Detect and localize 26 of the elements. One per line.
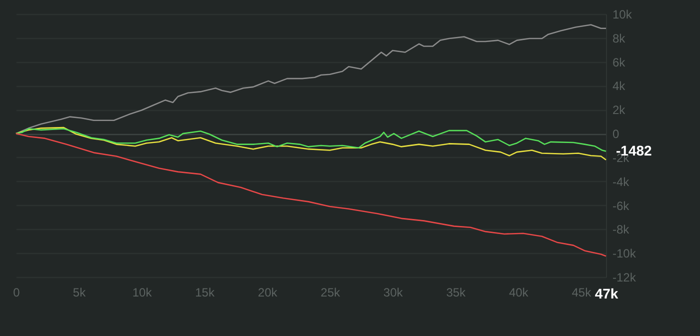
x-tick-label: 47k [594,286,618,302]
x-tick-label: 40k [508,286,530,300]
y-tick-label: -6k [612,198,630,213]
y-tick-label: -10k [612,246,637,261]
line-series [15,126,607,160]
x-tick-label: 45k [572,286,592,300]
y-tick-label: 2k [612,103,626,118]
y-tick-label: 4k [612,79,626,94]
x-tick-label: 25k [320,286,341,300]
x-tick-label: 5k [72,286,87,300]
x-tick-label: 20k [258,286,278,300]
y-tick-label: -4k [612,174,630,189]
x-tick-label: 15k [195,286,216,300]
line-series [15,132,607,257]
x-tick-label: 35k [446,286,467,300]
y-tick-label: 0 [612,127,620,142]
y-tick-label: 6k [612,55,626,70]
y-tick-label: 10k [612,8,633,22]
y-tick-label: 8k [612,31,626,46]
line-series [15,128,607,152]
line-series [15,24,607,134]
y-tick-label: -12k [612,270,637,284]
x-tick-label: 10k [132,286,153,300]
y-tick-label: -8k [612,222,630,237]
x-tick-label: 30k [383,286,404,300]
x-tick-label: 0 [13,286,20,300]
